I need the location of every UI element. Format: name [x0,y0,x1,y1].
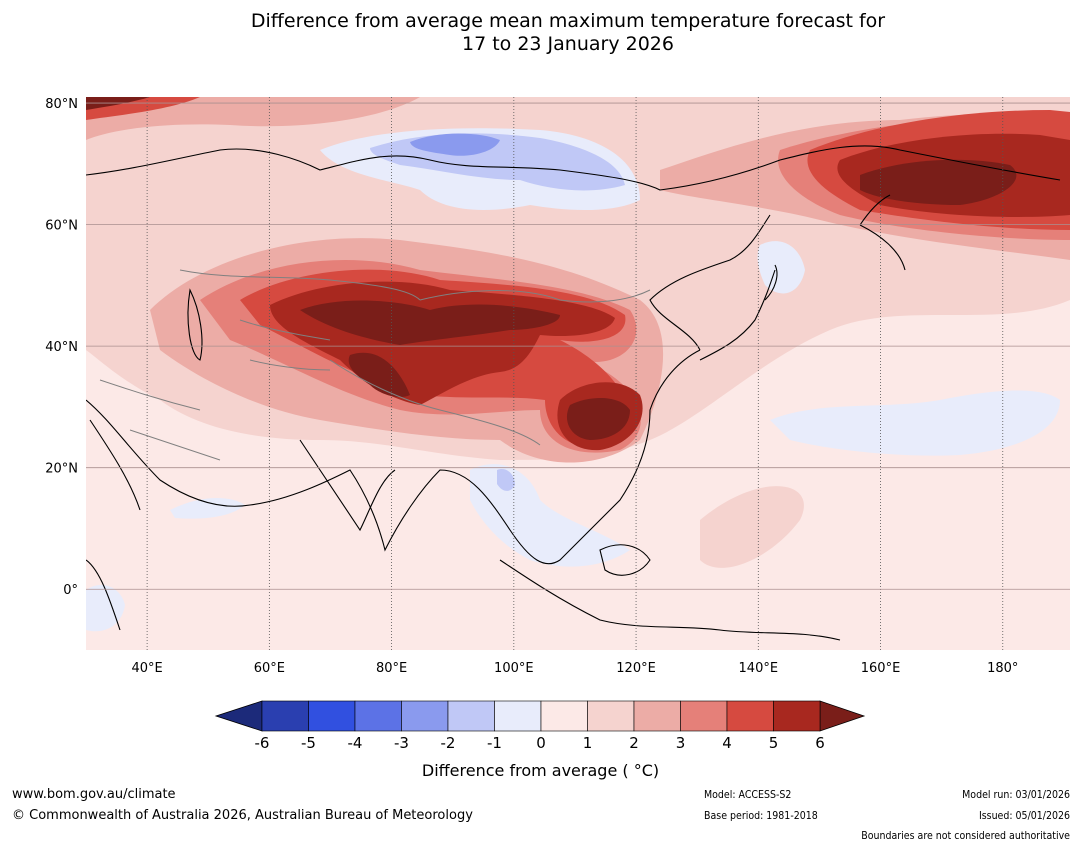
anomaly-band-plus2-top [86,97,420,140]
longitude-label: 60°E [254,661,285,676]
anomaly-band-minus1-japan-sea [757,241,805,294]
colorbar-swatch [773,700,821,732]
colorbar-tick-label: 2 [629,734,639,752]
anomaly-band-plus6-siberia [860,159,1017,205]
anomaly-band-plus6-arctic [86,97,150,110]
colorbar-tick-label: 4 [722,734,732,752]
colorbar-swatch [261,700,309,732]
longitude-label: 80°E [376,661,407,676]
model-name: Model: ACCESS-S2 [704,789,792,801]
longitude-labels: 40°E 60°E 80°E 100°E 120°E 140°E 160°E 180° [131,661,1018,676]
colorbar-swatch [680,700,728,732]
anomaly-band-minus2-indochina [497,469,515,491]
border-china-mongolia [419,289,651,303]
longitude-lines [146,97,1004,650]
coast-japan [699,269,776,361]
border-china-south [329,359,541,446]
issued-date: Issued: 05/01/2026 [978,810,1070,822]
colorbar-label: Difference from average ( °C) [421,761,660,780]
colorbar-tick-label: 3 [676,734,686,752]
title-line-1: Difference from average mean maximum tem… [250,10,886,32]
anomaly-band-plus6 [300,300,560,345]
anomaly-band-minus1-arabia [170,498,245,519]
anomaly-band-plus1-pacific [700,486,804,568]
country-borders [99,269,651,461]
latitude-label: 40°N [45,340,78,355]
coast-borneo [599,544,651,576]
forecast-map: 80°N 60°N 40°N 20°N 0° 40°E 60°E 80°E 100°E 120°… [45,97,1070,752]
colorbar-swatch [447,700,495,732]
colorbar-swatch [401,700,449,732]
coastlines [86,145,1061,641]
colorbar-tick-label: -1 [487,734,502,752]
latitude-label: 60°N [45,219,78,234]
colorbar-swatch [633,700,681,732]
anomaly-band-plus6-tibet [348,352,410,397]
anomaly-band-minus1-pacific [770,390,1060,456]
border-central-asia [239,319,331,371]
coast-caspian [187,288,203,361]
colorbar-tick-label: -5 [301,734,316,752]
title-line-2: 17 to 23 January 2026 [462,33,674,55]
copyright-text: © Commonwealth of Australia 2026, Austra… [12,808,473,823]
anomaly-band-plus6-china [566,398,630,440]
colorbar-tick-label: -6 [255,734,270,752]
latitude-label: 0° [63,583,78,598]
colorbar-tick-label: -4 [348,734,363,752]
longitude-label: 40°E [131,661,162,676]
website-link[interactable]: www.bom.gov.au/climate [12,787,176,802]
colorbar-tick-label: 1 [583,734,593,752]
model-run-date: Model run: 03/01/2026 [962,789,1070,801]
longitude-label: 120°E [616,661,656,676]
border-russia-kazakh [179,269,421,301]
colorbar-swatch [308,700,356,732]
colorbar-swatch [587,700,635,732]
chart-title: Difference from average mean maximum tem… [0,10,1081,56]
colorbar: -6 -5 -4 -3 -2 -1 0 1 2 3 4 5 6 [214,700,866,752]
colorbar-tick-label: 6 [815,734,825,752]
colorbar-swatch [494,700,542,732]
coast-eurasia-south [86,349,701,565]
colorbar-tick-label: 0 [536,734,546,752]
colorbar-extend-high [819,700,866,732]
latitude-lines [86,102,1070,590]
coast-japan-islands [764,264,778,301]
boundaries-note: Boundaries are not considered authoritat… [861,830,1070,842]
colorbar-tick-label: -2 [441,734,456,752]
base-period: Base period: 1981-2018 [704,810,818,822]
anomaly-band-minus1-africa [86,585,125,632]
border-middle-east [99,379,221,461]
longitude-label: 180° [987,661,1018,676]
longitude-label: 100°E [494,661,534,676]
coast-eurasia-north [86,145,1061,191]
colorbar-swatch [540,700,588,732]
coast-india [299,439,396,532]
latitude-label: 80°N [45,97,78,112]
coast-east-asia [649,214,771,351]
coast-indonesia [499,559,841,641]
latitude-labels: 80°N 60°N 40°N 20°N 0° [45,97,78,598]
longitude-label: 160°E [861,661,901,676]
colorbar-swatch [726,700,774,732]
anomaly-field [86,97,1070,632]
colorbar-tick-label: 5 [769,734,779,752]
colorbar-tick-label: -3 [394,734,409,752]
longitude-label: 140°E [739,661,779,676]
coast-kamchatka [859,194,906,271]
coast-red-sea [86,419,141,631]
anomaly-band-minus3-arctic [410,133,500,156]
latitude-label: 20°N [45,462,78,477]
colorbar-swatch [354,700,402,732]
colorbar-extend-low [214,700,263,732]
